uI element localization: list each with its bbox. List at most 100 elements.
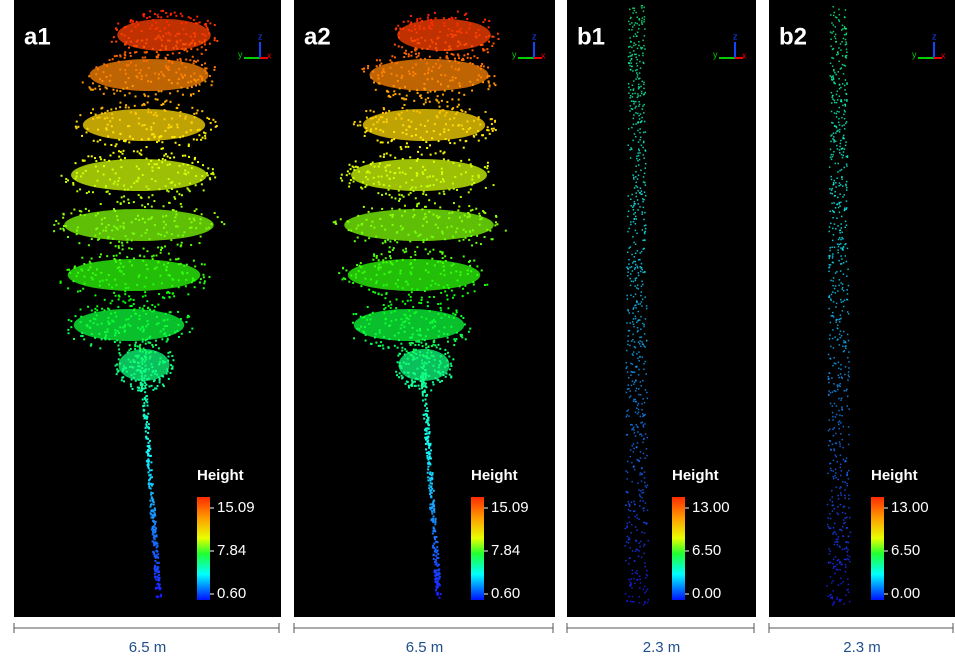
point (147, 405, 149, 407)
point (644, 35, 646, 37)
point (832, 6, 834, 8)
point (150, 351, 152, 353)
point (840, 578, 842, 580)
point (416, 110, 418, 112)
point (837, 389, 839, 391)
point (384, 166, 386, 168)
point (143, 248, 145, 250)
point (142, 218, 144, 220)
point (845, 56, 847, 58)
point (636, 353, 638, 355)
point (848, 367, 850, 369)
point (147, 307, 149, 309)
point (139, 344, 141, 346)
point (845, 541, 847, 543)
point (643, 176, 645, 178)
point (408, 310, 410, 312)
point (837, 243, 839, 245)
point (146, 128, 148, 130)
point (384, 297, 386, 299)
point (165, 224, 167, 226)
point (427, 472, 429, 474)
point (415, 128, 417, 130)
point (411, 267, 413, 269)
point (480, 243, 482, 245)
point (149, 16, 151, 18)
point (635, 176, 637, 178)
point (832, 476, 834, 478)
point (150, 487, 152, 489)
point (629, 390, 631, 392)
point (627, 271, 629, 273)
point (152, 509, 154, 511)
point (410, 121, 412, 123)
point (426, 352, 428, 354)
point (829, 266, 831, 268)
point (405, 129, 407, 131)
point (837, 111, 839, 113)
point (644, 477, 646, 479)
point (163, 75, 165, 77)
point (641, 190, 643, 192)
point (495, 129, 497, 131)
point (441, 100, 443, 102)
point (97, 68, 99, 70)
point (829, 372, 831, 374)
point (131, 23, 133, 25)
point (161, 39, 163, 41)
point (160, 90, 162, 92)
point (635, 101, 637, 103)
point (636, 287, 638, 289)
point (415, 134, 417, 136)
point (474, 290, 476, 292)
point (438, 192, 440, 194)
point (136, 21, 138, 23)
point (829, 231, 831, 233)
point (832, 49, 834, 51)
point (455, 309, 457, 311)
point (839, 149, 841, 151)
point (383, 156, 385, 158)
point (414, 259, 416, 261)
point (190, 81, 192, 83)
point (479, 218, 481, 220)
point (375, 128, 377, 130)
point (836, 461, 838, 463)
point (835, 443, 837, 445)
point (626, 295, 628, 297)
point (839, 446, 841, 448)
point (155, 555, 157, 557)
point (835, 26, 837, 28)
point (118, 295, 120, 297)
point (178, 258, 180, 260)
point (362, 181, 364, 183)
point (141, 40, 143, 42)
point (430, 28, 432, 30)
point (105, 186, 107, 188)
point (341, 180, 343, 182)
point (395, 118, 397, 120)
point (352, 282, 354, 284)
point (645, 566, 647, 568)
point (402, 301, 404, 303)
point (840, 583, 842, 585)
point (834, 180, 836, 182)
point (433, 515, 435, 517)
point (160, 594, 162, 596)
point (93, 322, 95, 324)
point (411, 135, 413, 137)
point (441, 171, 443, 173)
point (161, 104, 163, 106)
point (82, 172, 84, 174)
point (632, 353, 634, 355)
point (842, 83, 844, 85)
point (837, 569, 839, 571)
point (840, 202, 842, 204)
point (204, 80, 206, 82)
point (65, 225, 67, 227)
point (130, 62, 132, 64)
point (157, 545, 159, 547)
point (105, 226, 107, 228)
point (138, 355, 140, 357)
point (467, 216, 469, 218)
